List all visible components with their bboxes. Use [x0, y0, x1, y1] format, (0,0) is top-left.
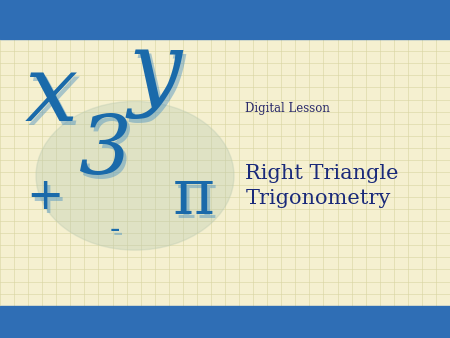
Text: x: x: [25, 50, 78, 140]
Text: -: -: [112, 218, 123, 249]
Bar: [0, 0, 450, 39]
Text: π: π: [175, 170, 217, 231]
Text: π: π: [172, 166, 215, 226]
Text: Digital Lesson: Digital Lesson: [245, 102, 330, 115]
Text: 3: 3: [82, 116, 135, 196]
Text: x: x: [28, 54, 81, 144]
Text: +: +: [29, 178, 67, 222]
Bar: [0, 39, 450, 306]
Bar: [0, 306, 450, 338]
Text: -: -: [109, 214, 120, 245]
Text: y: y: [131, 33, 184, 123]
Text: +: +: [26, 174, 64, 218]
Text: y: y: [129, 29, 182, 119]
Circle shape: [36, 101, 234, 250]
Text: 3: 3: [79, 112, 132, 192]
Text: Right Triangle
Trigonometry: Right Triangle Trigonometry: [245, 164, 399, 208]
